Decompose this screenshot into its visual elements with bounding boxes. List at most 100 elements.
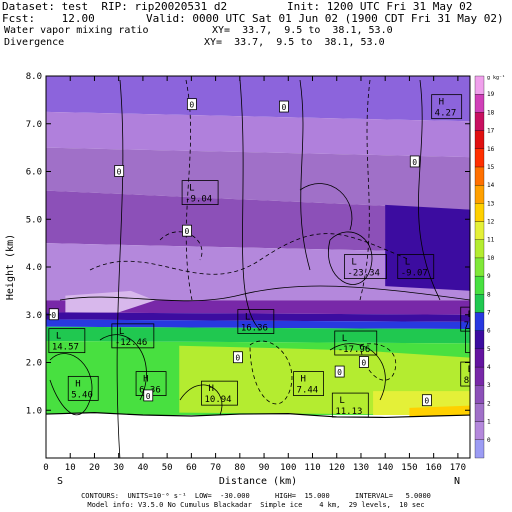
colorbar-label-18: 18 — [487, 109, 495, 116]
colorbar-unit: g kg⁻¹ — [487, 75, 505, 81]
extremum-label-0-1: -9.04 — [185, 195, 212, 205]
colorbar-swatch-18 — [474, 112, 485, 131]
colorbar-swatch-20 — [474, 75, 485, 95]
zero-box-10 — [409, 155, 420, 168]
contour-line-0 — [116, 79, 124, 458]
colorbar-label-7: 7 — [487, 309, 491, 316]
y-tick-label-3: 4.0 — [26, 263, 42, 273]
header-fcst: Fcst: 12.00 — [2, 12, 95, 25]
header-field2: Divergence — [4, 37, 65, 48]
contour-line-11 — [49, 353, 93, 415]
contour-line-14 — [329, 343, 386, 401]
colorbar-label-8: 8 — [487, 291, 491, 298]
extremum-label-14-0: L — [339, 396, 344, 406]
extremum-box-6 — [334, 330, 378, 356]
colorbar-swatch-15 — [474, 166, 485, 186]
header-init: Init: 1200 UTC Fri 31 May 02 — [287, 0, 473, 13]
terrain-mask — [46, 412, 470, 458]
extremum-label-2-1: -9.07 — [401, 269, 428, 279]
colorbar-swatch-8 — [474, 294, 485, 313]
extremum-box-2 — [397, 254, 435, 280]
extremum-label-8-1: 16. — [469, 343, 485, 353]
colorbar-label-15: 15 — [487, 164, 495, 171]
extremum-box-7 — [48, 328, 86, 354]
extremum-label-10-0: H — [75, 379, 80, 389]
y-tick-label-7: 8.0 — [26, 72, 42, 82]
colorbar-swatch-13 — [474, 203, 485, 222]
extremum-box-9 — [460, 306, 470, 332]
colorbar-label-4: 4 — [487, 364, 491, 371]
header-field1: Water vapor mixing ratio — [4, 25, 149, 36]
colorbar-label-19: 19 — [487, 91, 495, 98]
extremum-label-1-0: L — [351, 258, 356, 268]
y-tick-label-2: 3.0 — [26, 311, 42, 321]
y-tick-label-1: 2.0 — [26, 359, 42, 369]
y-tick-label-4: 5.0 — [26, 215, 42, 225]
footer-contours: CONTOURS: UNITS=10⁻⁶ s⁻¹ LOW= -30.000 HI… — [81, 492, 431, 500]
extremum-label-3-0: H — [439, 98, 444, 108]
extremum-label-13-1: 7.44 — [297, 386, 319, 396]
extremum-box-3 — [431, 94, 463, 120]
extremum-label-12-0: H — [208, 384, 213, 394]
x-tick-label-3: 30 — [113, 463, 124, 473]
extremum-label-10-1: 5.40 — [71, 390, 93, 400]
zero-label-3: 0 — [185, 227, 190, 236]
moisture-band-6 — [46, 312, 470, 322]
x-tick-label-7: 70 — [210, 463, 221, 473]
contour-line-16 — [359, 343, 397, 381]
zero-label-4: 0 — [51, 311, 56, 320]
moisture-patch-3 — [385, 204, 470, 291]
contour-line-3 — [299, 79, 311, 271]
contour-line-1 — [185, 79, 193, 301]
zero-label-5: 0 — [146, 392, 151, 401]
extremum-label-15-1: 8.9 — [464, 376, 480, 386]
x-axis-label: Distance (km) — [219, 476, 297, 487]
extremum-label-5-1: 16.36 — [241, 324, 268, 334]
contour-line-4 — [359, 79, 371, 301]
extremum-box-13 — [293, 371, 324, 397]
extremum-label-14-1: 11.13 — [335, 407, 362, 417]
colorbar-label-0: 0 — [487, 437, 491, 444]
colorbar-swatch-7 — [474, 312, 485, 331]
moisture-band-0 — [46, 76, 470, 122]
zero-label-6: 0 — [235, 354, 240, 363]
colorbar-swatch-17 — [474, 130, 485, 149]
colorbar-label-14: 14 — [487, 182, 495, 189]
zero-label-7: 0 — [337, 368, 342, 377]
colorbar-label-16: 16 — [487, 146, 495, 153]
colorbar-label-17: 17 — [487, 128, 495, 135]
extremum-box-14 — [331, 392, 369, 418]
zero-label-9: 0 — [361, 359, 366, 368]
x-tick-label-10: 100 — [280, 463, 296, 473]
moisture-band-4 — [46, 243, 470, 301]
x-tick-label-16: 160 — [426, 463, 442, 473]
colorbar-label-9: 9 — [487, 273, 491, 280]
x-tick-label-11: 110 — [304, 463, 320, 473]
south-label: S — [57, 476, 63, 487]
colorbar-swatch-10 — [474, 257, 485, 277]
zero-box-7 — [334, 365, 345, 378]
x-tick-label-12: 120 — [329, 463, 345, 473]
moisture-band-7 — [46, 319, 470, 330]
contour-line-15 — [179, 384, 223, 416]
extremum-label-1-1: -23.34 — [347, 269, 380, 279]
colorbar-swatch-0 — [474, 439, 485, 459]
extremum-label-4-1: -12.46 — [115, 338, 148, 348]
extremum-label-12-1: 10.94 — [204, 395, 231, 405]
extremum-box-4 — [111, 323, 155, 349]
moisture-band-1 — [46, 111, 470, 158]
moisture-band-3 — [46, 190, 470, 253]
zero-label-2: 0 — [117, 168, 122, 177]
zero-label-8: 0 — [424, 397, 429, 406]
colorbar-label-13: 13 — [487, 200, 495, 207]
colorbar-swatch-5 — [474, 348, 485, 368]
contour-line-7 — [89, 233, 411, 275]
north-label: N — [454, 476, 460, 487]
x-tick-label-4: 40 — [137, 463, 148, 473]
zero-box-6 — [233, 351, 243, 364]
colorbar-swatch-4 — [474, 366, 485, 386]
extremum-label-6-0: L — [342, 334, 347, 344]
colorbar-swatch-1 — [474, 421, 485, 440]
extremum-box-0 — [181, 180, 219, 206]
